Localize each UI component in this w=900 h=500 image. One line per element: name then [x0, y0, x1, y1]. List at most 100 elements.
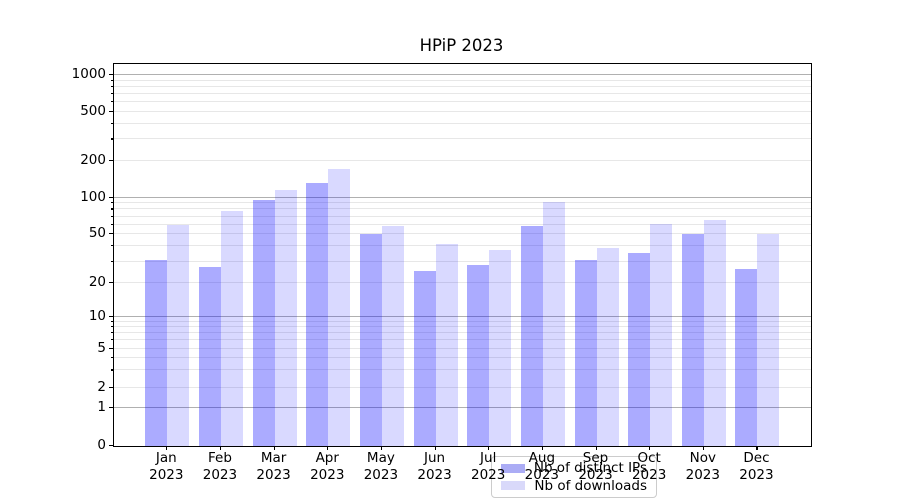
- chart-title: HPiP 2023: [419, 36, 504, 55]
- y-axis-minor-tick-mark: [110, 215, 113, 217]
- y-axis-tick-mark: [109, 445, 113, 447]
- x-axis-tick-mark: [702, 446, 704, 450]
- y-axis-minor-tick-mark: [110, 85, 113, 88]
- y-axis-minor-tick-mark: [110, 347, 113, 349]
- bar-distinct_ips-mar: [252, 200, 275, 446]
- y-axis-minor-tick-mark: [110, 282, 113, 284]
- x-axis-tick-mark: [166, 446, 168, 450]
- gridline-minor-5: [114, 347, 811, 349]
- gridline-minor-40: [114, 245, 811, 247]
- y-axis-minor-tick-mark: [110, 79, 113, 81]
- y-axis-tick-mark: [109, 74, 113, 76]
- gridline-minor-700: [114, 93, 811, 95]
- gridline-minor-3: [114, 369, 811, 371]
- bar-distinct_ips-feb: [198, 267, 221, 446]
- bar-distinct_ips-jul: [467, 265, 490, 446]
- x-axis-tick-label-may: May 2023: [363, 450, 399, 483]
- gridline-minor-4: [114, 357, 811, 359]
- legend-item-downloads: Nb of downloads: [501, 478, 647, 494]
- gridline-minor-600: [114, 101, 811, 103]
- y-axis-tick-label-1: 1: [97, 399, 106, 416]
- bar-distinct_ips-jun: [413, 271, 436, 446]
- x-axis-tick-mark: [327, 446, 329, 450]
- y-axis-minor-tick-mark: [110, 245, 113, 247]
- gridline-minor-60: [114, 223, 811, 225]
- legend-label-distinct-ips: Nb of distinct IPs: [533, 460, 647, 477]
- bar-downloads-may: [381, 225, 404, 446]
- gridline-minor-400: [114, 122, 811, 124]
- gridline-minor-800: [114, 85, 811, 87]
- x-axis-tick-label-nov: Nov 2023: [685, 450, 720, 483]
- bar-downloads-feb: [220, 210, 243, 446]
- plot-area: Nb of distinct IPs Nb of downloads: [113, 63, 812, 498]
- bar-distinct_ips-apr: [306, 183, 329, 446]
- gridline-minor-500: [114, 111, 811, 112]
- gridline-major-1000: [114, 74, 811, 75]
- x-axis-tick-mark: [273, 446, 275, 450]
- legend-swatch-downloads: [501, 481, 525, 491]
- y-axis-minor-tick-mark: [110, 111, 113, 113]
- gridline-minor-9: [114, 320, 811, 322]
- x-axis-tick-label-sep: Sep 2023: [578, 450, 613, 483]
- y-axis-minor-tick-mark: [110, 325, 113, 328]
- y-axis-minor-tick-mark: [110, 332, 113, 334]
- y-axis-tick-mark: [109, 315, 113, 317]
- x-axis-tick-mark: [488, 446, 490, 450]
- gridline-minor-80: [114, 208, 811, 210]
- y-axis-minor-tick-mark: [110, 101, 113, 103]
- y-axis-minor-tick-mark: [110, 208, 113, 210]
- y-axis-tick-mark: [109, 196, 113, 198]
- y-axis-tick-label-5: 5: [97, 339, 106, 356]
- bar-distinct_ips-jan: [145, 259, 168, 446]
- gridline-minor-70: [114, 215, 811, 217]
- gridline-minor-20: [114, 282, 811, 284]
- bar-downloads-jun: [435, 243, 458, 446]
- bar-distinct_ips-dec: [735, 269, 758, 446]
- y-axis-minor-tick-mark: [110, 320, 113, 322]
- bar-downloads-jan: [167, 224, 190, 446]
- bar-distinct_ips-may: [359, 234, 382, 446]
- legend-swatch-distinct-ips: [501, 463, 525, 473]
- y-axis-tick-mark: [109, 407, 113, 409]
- y-axis-minor-tick-mark: [110, 233, 113, 235]
- x-axis-tick-label-jul: Jul 2023: [471, 450, 506, 483]
- x-axis-tick-label-mar: Mar 2023: [256, 450, 291, 483]
- gridline-major-10: [114, 315, 811, 317]
- x-axis-tick-label-aug: Aug 2023: [524, 450, 560, 483]
- y-axis-minor-tick-mark: [110, 160, 113, 162]
- y-axis-minor-tick-mark: [110, 339, 113, 341]
- x-axis-tick-label-apr: Apr 2023: [310, 450, 345, 483]
- y-axis-tick-label-20: 20: [88, 274, 106, 291]
- y-axis-minor-tick-mark: [110, 369, 113, 371]
- y-axis-minor-tick-mark: [110, 202, 113, 204]
- bar-downloads-mar: [274, 190, 297, 446]
- x-axis-tick-mark: [219, 446, 222, 450]
- x-axis-tick-mark: [380, 446, 383, 450]
- y-axis-minor-tick-mark: [110, 122, 113, 125]
- x-axis-tick-mark: [595, 446, 597, 450]
- bar-distinct_ips-nov: [681, 234, 704, 446]
- legend: Nb of distinct IPs Nb of downloads: [491, 456, 657, 498]
- y-axis-tick-label-2: 2: [97, 378, 106, 395]
- gridline-minor-300: [114, 138, 811, 140]
- bar-downloads-oct: [650, 223, 673, 446]
- gridline-minor-8: [114, 325, 811, 327]
- bar-downloads-aug: [542, 201, 565, 446]
- y-axis-tick-label-1000: 1000: [71, 66, 106, 82]
- y-axis-tick-label-0: 0: [97, 437, 106, 453]
- x-axis-tick-label-jun: Jun 2023: [417, 450, 452, 483]
- bar-distinct_ips-oct: [628, 253, 651, 446]
- x-axis-tick-label-jan: Jan 2023: [149, 450, 184, 483]
- y-axis-tick-label-50: 50: [88, 225, 106, 242]
- y-axis-minor-tick-mark: [110, 223, 113, 225]
- gridline-minor-2: [114, 386, 811, 388]
- bar-distinct_ips-aug: [520, 226, 543, 446]
- x-axis-tick-label-feb: Feb 2023: [202, 450, 238, 483]
- x-axis-tick-mark: [756, 446, 758, 450]
- y-axis-minor-tick-mark: [110, 260, 113, 262]
- y-axis-tick-label-200: 200: [80, 152, 106, 168]
- gridline-minor-200: [114, 160, 811, 161]
- legend-label-downloads: Nb of downloads: [534, 477, 647, 494]
- legend-item-distinct-ips: Nb of distinct IPs: [501, 460, 647, 476]
